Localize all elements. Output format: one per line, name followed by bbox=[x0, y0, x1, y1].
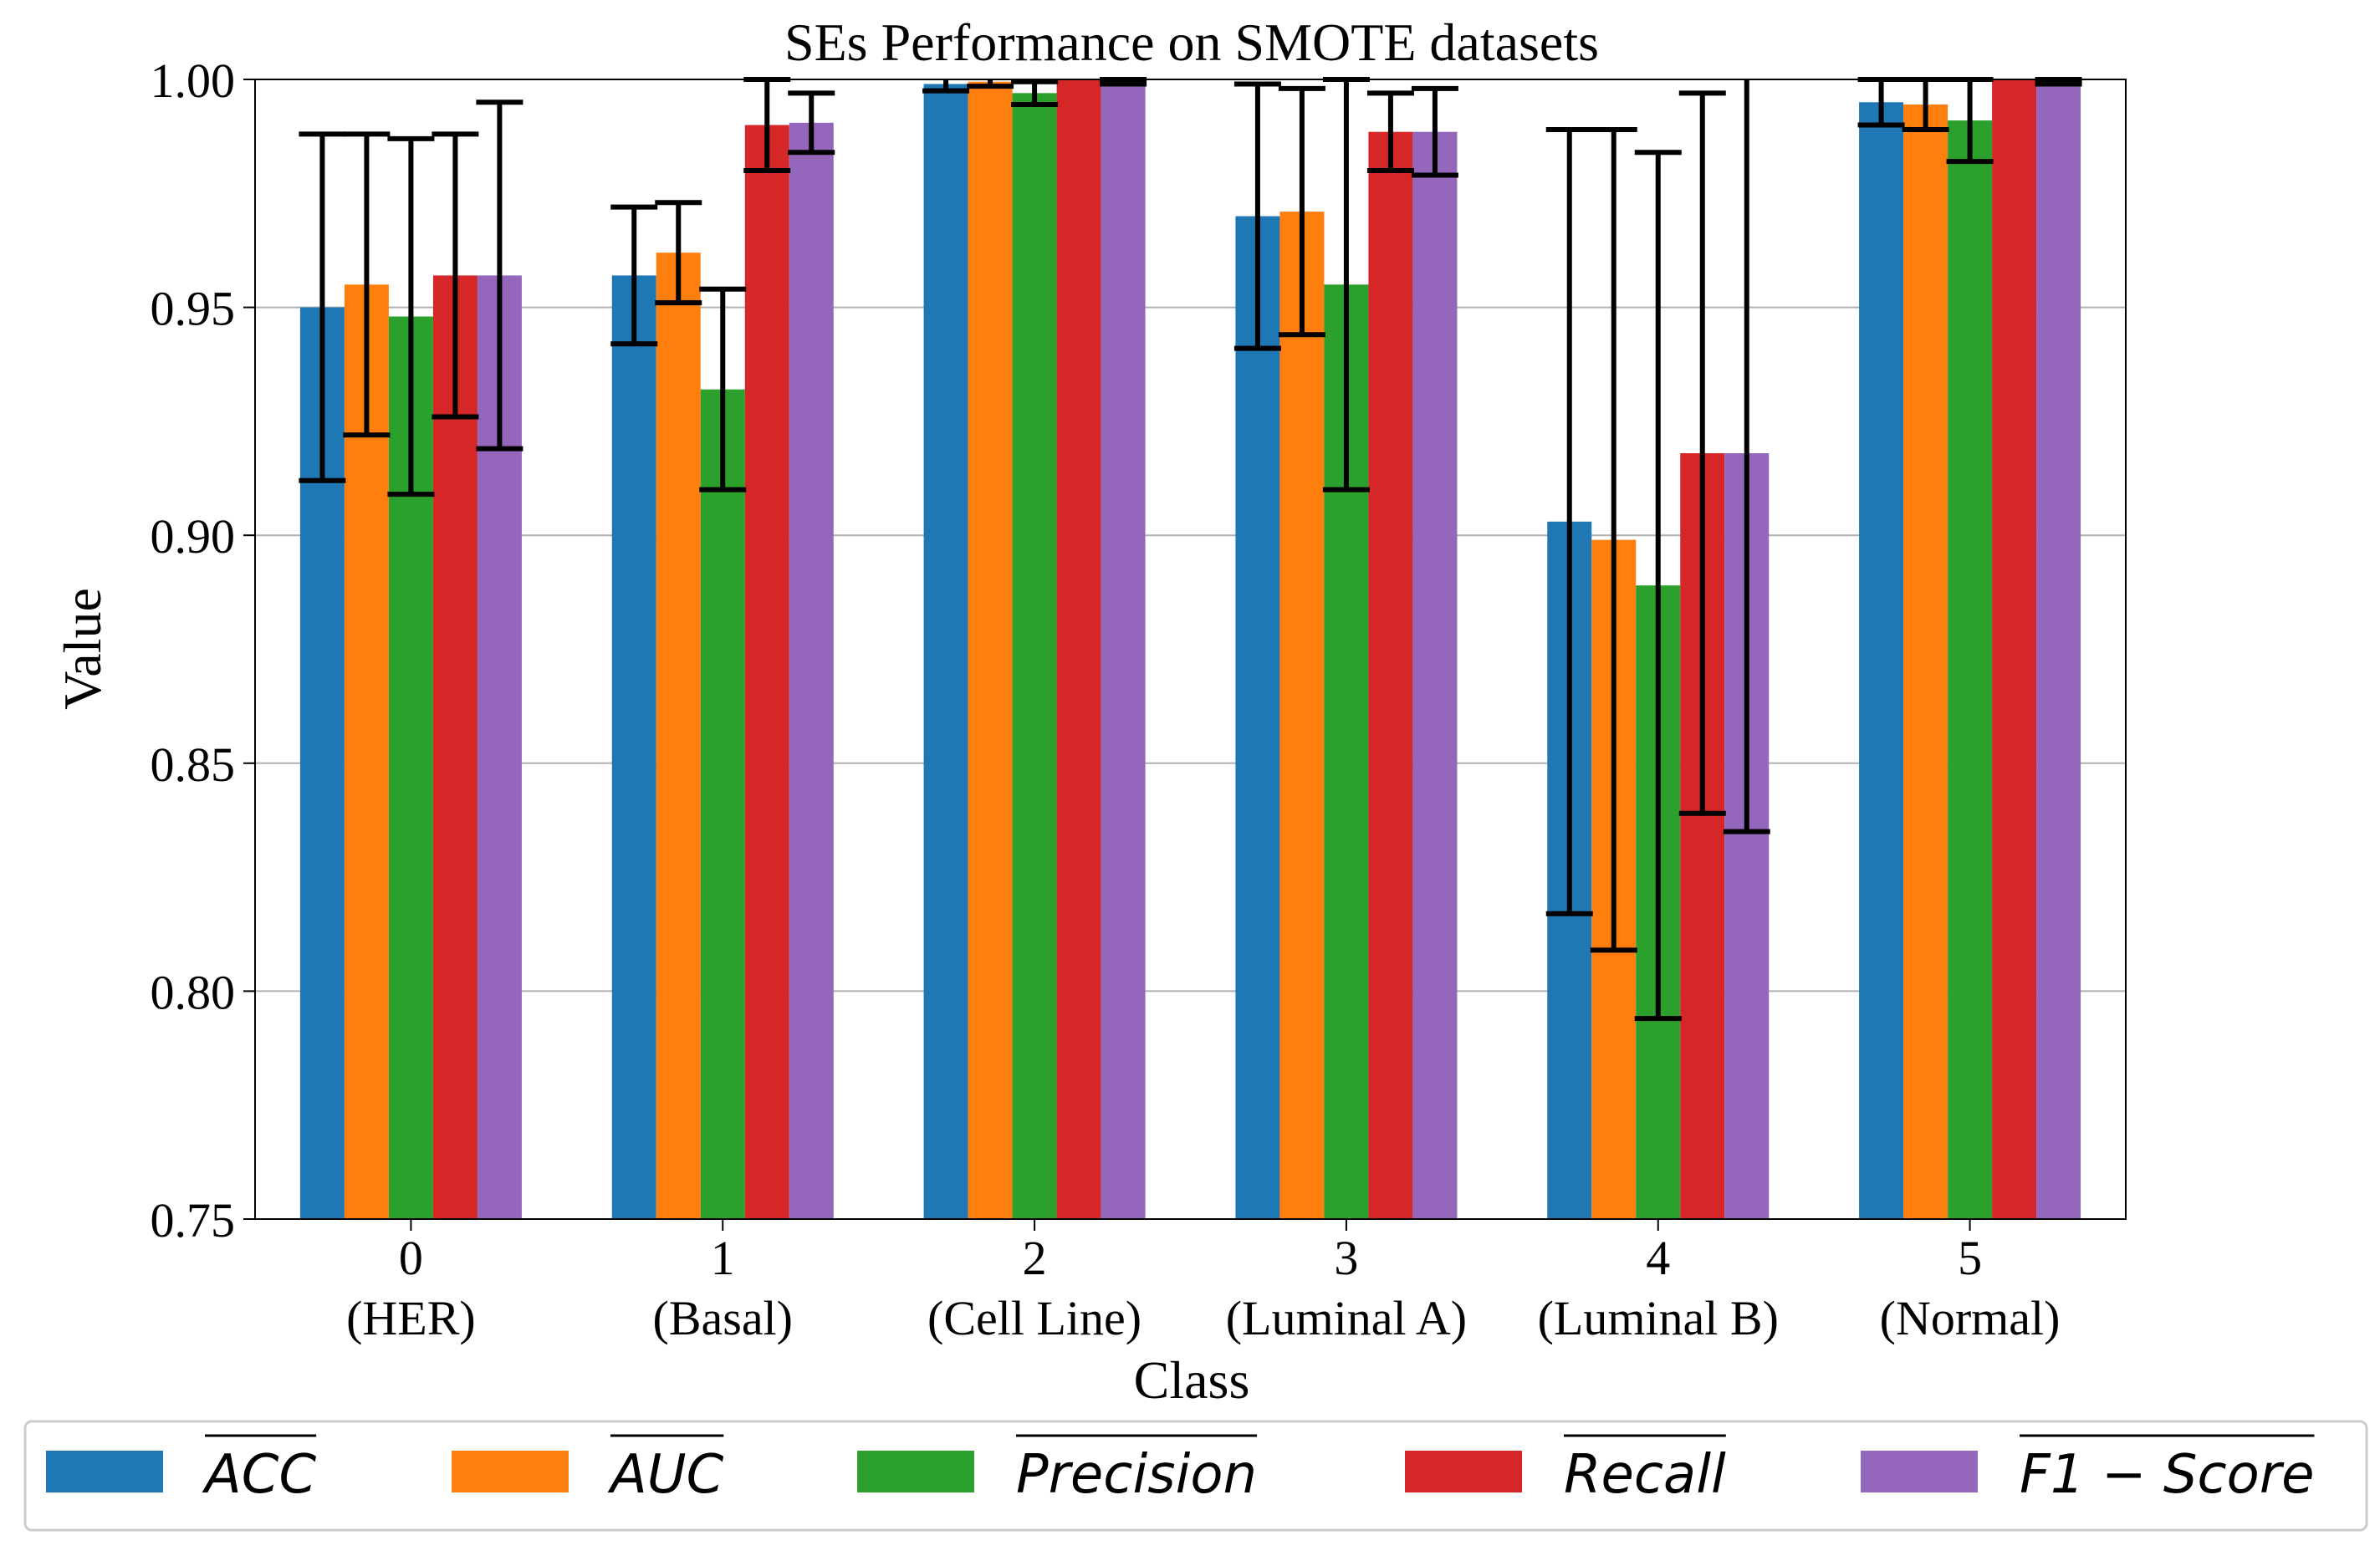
x-tick-name: (Cell Line) bbox=[927, 1291, 1141, 1345]
x-tick-id: 1 bbox=[711, 1231, 735, 1285]
x-tick-id: 2 bbox=[1023, 1231, 1047, 1285]
legend: ACC AUC Precision Recall F1 − Score bbox=[23, 1420, 2368, 1532]
bar bbox=[432, 275, 478, 1219]
bar bbox=[744, 125, 789, 1219]
bar bbox=[1101, 81, 1146, 1220]
x-tick-id: 5 bbox=[1958, 1231, 1982, 1285]
x-tick-name: (Luminal A) bbox=[1226, 1291, 1467, 1345]
bar bbox=[1412, 131, 1458, 1219]
legend-swatch bbox=[1861, 1451, 1978, 1492]
legend-label: AUC bbox=[607, 1444, 724, 1506]
legend-label: Precision bbox=[1016, 1444, 1257, 1506]
legend-label: F1 − Score bbox=[2020, 1444, 2315, 1506]
y-tick-label: 0.90 bbox=[151, 509, 236, 564]
bar bbox=[700, 389, 745, 1220]
y-tick-label: 0.75 bbox=[151, 1193, 236, 1247]
legend-swatch bbox=[452, 1451, 569, 1492]
bar bbox=[1859, 102, 1904, 1219]
y-axis-label: Value bbox=[53, 588, 112, 710]
bar bbox=[611, 275, 656, 1219]
grid-lines bbox=[255, 79, 2126, 1220]
y-tick-label: 0.95 bbox=[151, 282, 236, 336]
bar bbox=[789, 122, 834, 1220]
y-tick-label: 0.85 bbox=[151, 737, 236, 792]
legend-swatch bbox=[1405, 1451, 1522, 1492]
bar bbox=[1992, 79, 2037, 1219]
legend-label: ACC bbox=[202, 1444, 316, 1506]
bar bbox=[1948, 120, 1993, 1219]
bar bbox=[923, 84, 968, 1219]
bar bbox=[1012, 93, 1057, 1220]
bar bbox=[968, 81, 1013, 1220]
bar bbox=[1235, 216, 1280, 1219]
chart-title: SEs Performance on SMOTE datasets bbox=[784, 13, 1599, 72]
y-tick-label: 0.80 bbox=[151, 965, 236, 1019]
error-bars bbox=[299, 77, 2082, 1022]
x-ticks: 0 (HER) 1 (Basal) 2 (Cell Line) 3 (Luminal A) 4 (… bbox=[346, 1219, 2060, 1345]
x-tick-name: (Normal) bbox=[1880, 1291, 2061, 1345]
legend-frame bbox=[23, 1420, 2368, 1532]
bar bbox=[1056, 79, 1101, 1219]
bar bbox=[1903, 104, 1948, 1220]
x-tick-id: 0 bbox=[399, 1231, 423, 1285]
legend-swatch bbox=[857, 1451, 974, 1492]
legend-swatch bbox=[46, 1451, 163, 1492]
x-axis-label: Class bbox=[1134, 1350, 1250, 1410]
bars bbox=[299, 79, 2081, 1220]
x-tick-name: (HER) bbox=[346, 1291, 476, 1345]
bar bbox=[1368, 131, 1413, 1219]
bar bbox=[2036, 81, 2081, 1220]
bar bbox=[656, 253, 701, 1219]
bar bbox=[1279, 212, 1325, 1219]
y-ticks: 0.75 0.80 0.85 0.90 0.95 1.00 bbox=[151, 54, 255, 1247]
y-tick-label: 1.00 bbox=[151, 54, 236, 108]
x-tick-name: (Luminal B) bbox=[1538, 1291, 1779, 1345]
x-tick-name: (Basal) bbox=[653, 1291, 794, 1345]
x-tick-id: 3 bbox=[1334, 1231, 1358, 1285]
legend-label: Recall bbox=[1564, 1444, 1726, 1506]
bar bbox=[344, 284, 389, 1220]
plot-frame bbox=[254, 79, 2127, 1220]
x-tick-id: 4 bbox=[1646, 1231, 1670, 1285]
